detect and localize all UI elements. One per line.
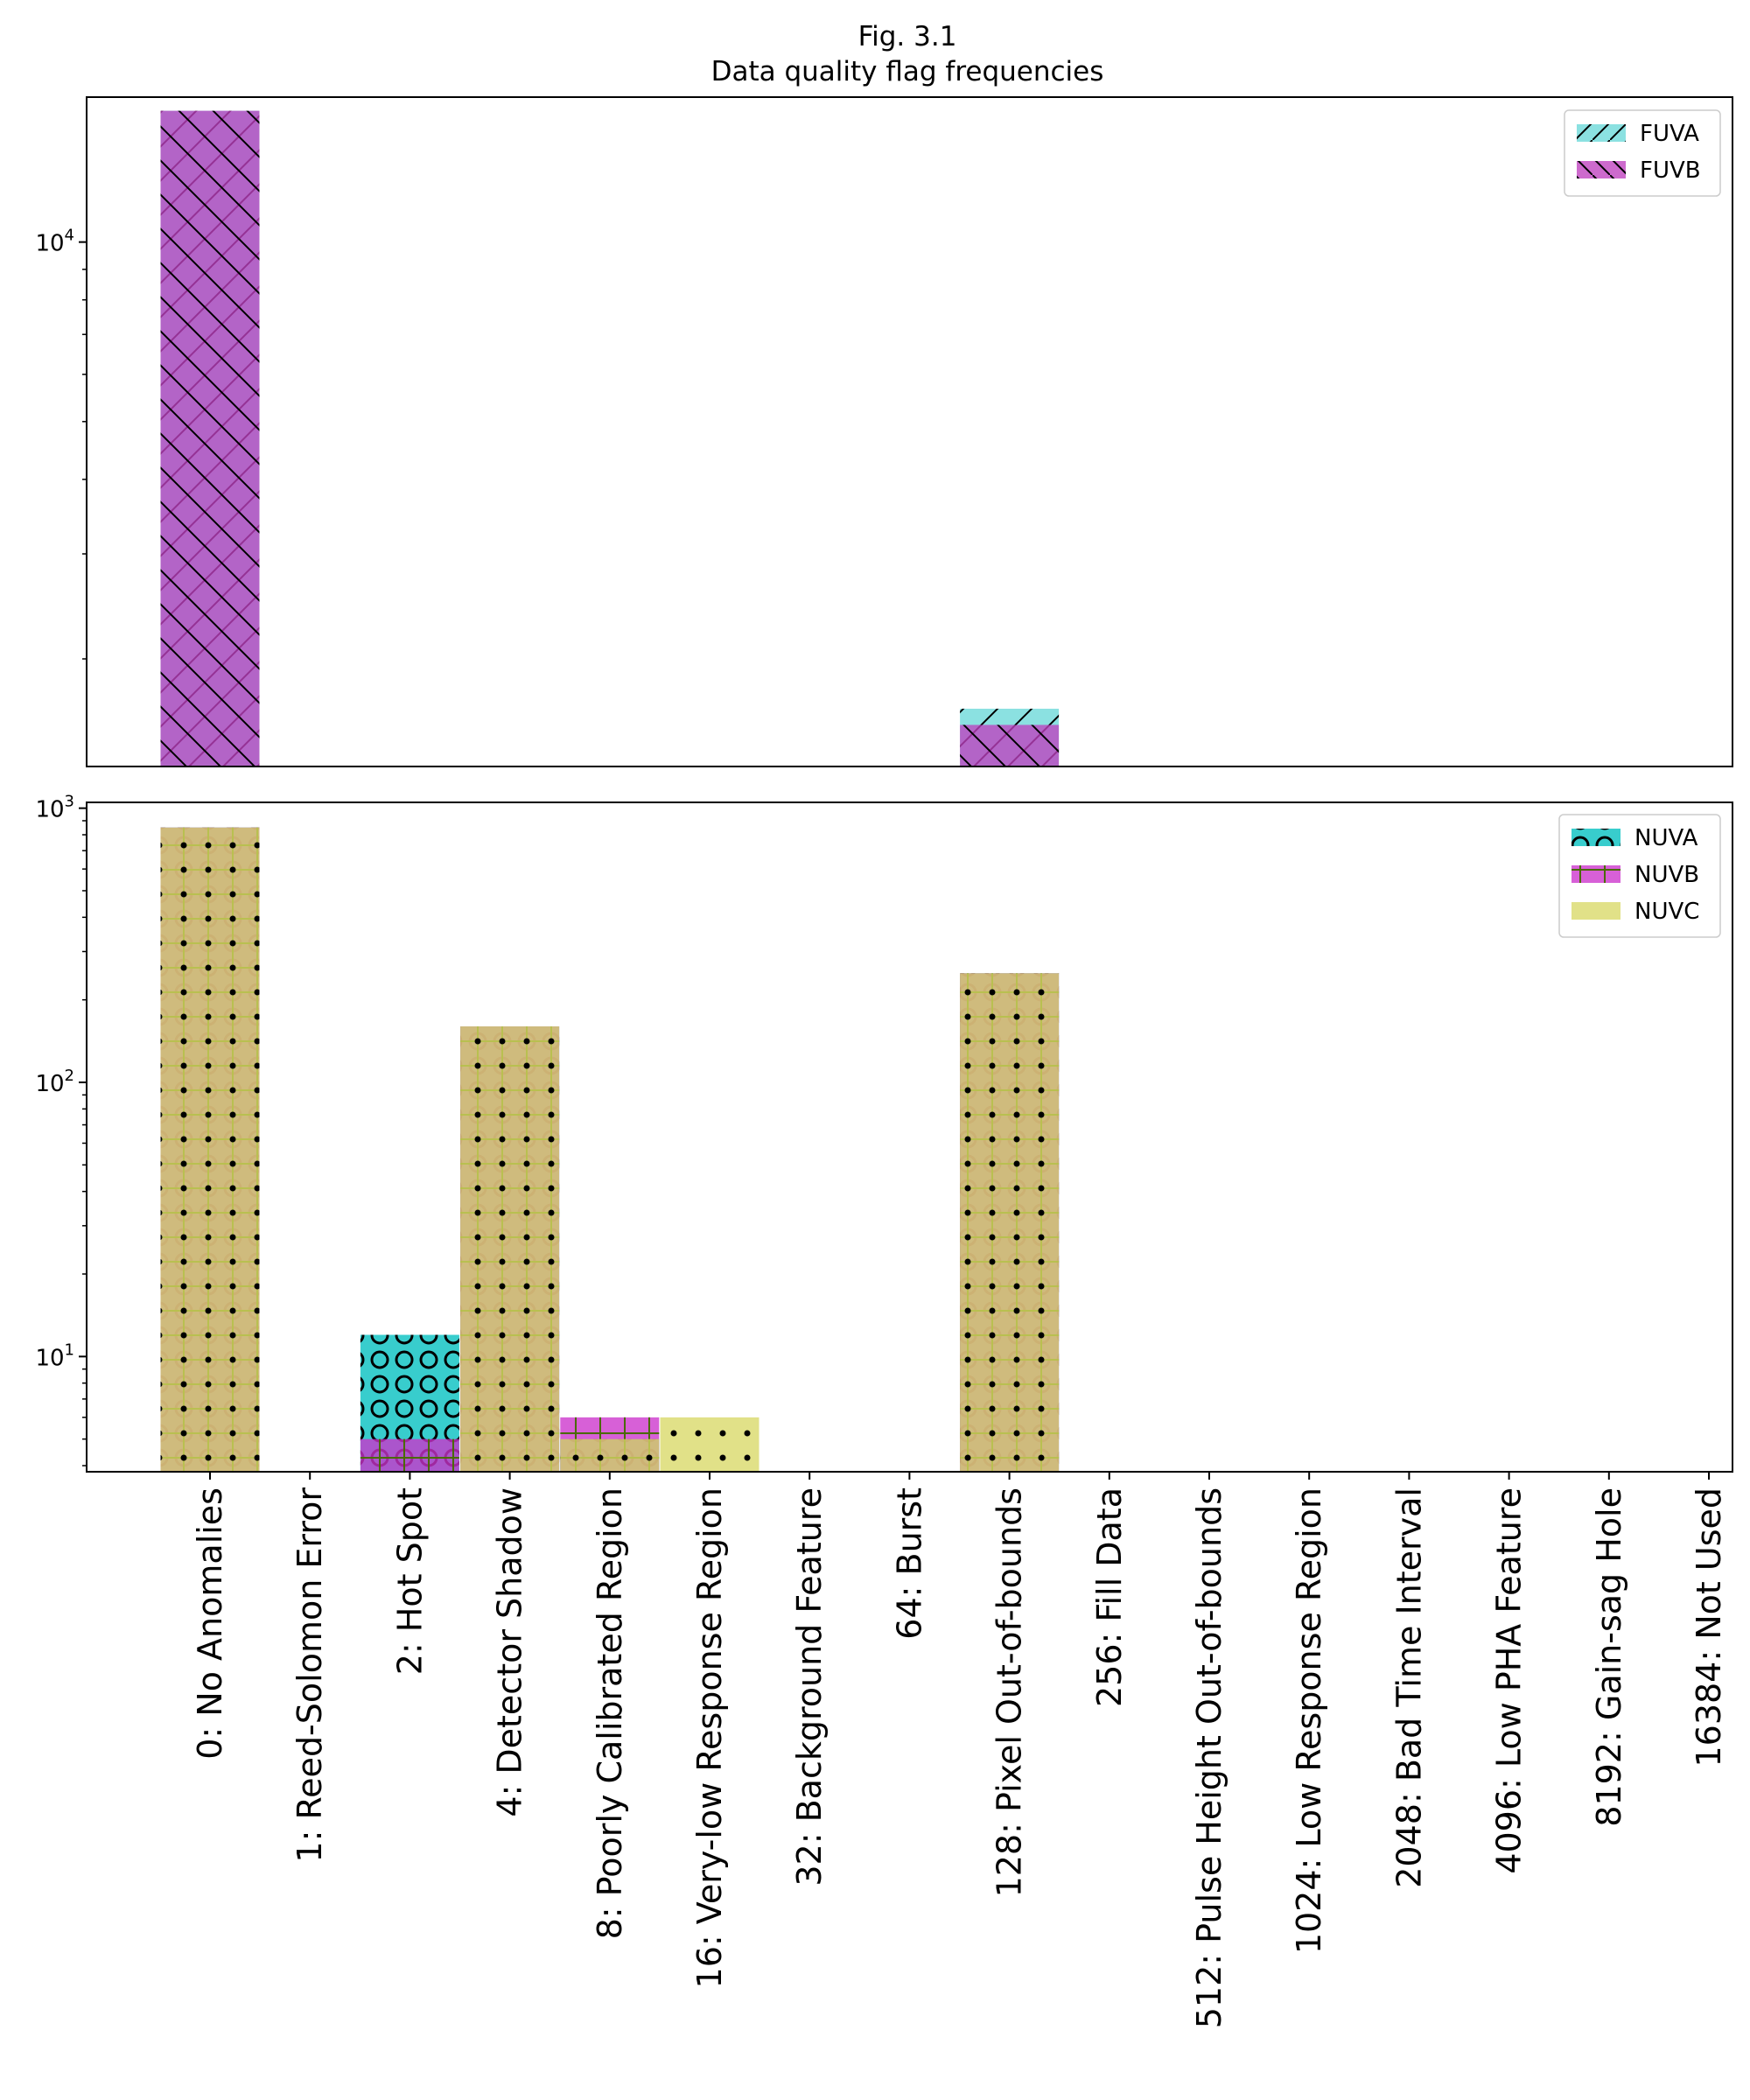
legend: FUVA FUVB	[1564, 109, 1721, 197]
x-tick-label-2-hot-spot: 2: Hot Spot	[390, 1488, 429, 1675]
x-axis-tick-labels: 0: No Anomalies 1: Reed-Solomon Error 2: H…	[191, 1472, 1728, 2028]
y-tick-label: 104	[35, 227, 74, 257]
y-tick-exponent: 4	[65, 227, 74, 245]
bars	[160, 110, 1060, 766]
legend-swatch-hatch-fuvb	[1577, 161, 1626, 178]
y-tick-label: 103	[35, 793, 74, 823]
x-tick-label-8-poorly-calibrated-region: 8: Poorly Calibrated Region	[591, 1488, 629, 1939]
x-tick-label-1024-low-response-region: 1024: Low Response Region	[1290, 1488, 1328, 1954]
legend-label-fuvb: FUVB	[1640, 158, 1701, 184]
x-tick-label-512-pulse-height-out-of-bounds: 512: Pulse Height Out-of-bounds	[1190, 1488, 1228, 2028]
x-tick-label-16-very-low-response-region: 16: Very-low Response Region	[690, 1488, 729, 1988]
x-tick-label-16384-not-used: 16384: Not Used	[1690, 1488, 1728, 1768]
x-tick-label-128-pixel-out-of-bounds: 128: Pixel Out-of-bounds	[990, 1488, 1029, 1897]
bar-hatch-nuvc-0-no-anomalies	[160, 827, 260, 1472]
bar-hatch-nuvc-16-very-low-response-region	[660, 1417, 760, 1472]
top-panel: 104 FUVA FUVB	[35, 96, 1733, 767]
y-tick-base: 10	[35, 231, 64, 257]
y-minor-ticks	[82, 820, 87, 1466]
bar-hatch-fuvb-0-no-anomalies	[160, 110, 260, 766]
bars	[160, 827, 1060, 1472]
legend-label-nuvb: NUVB	[1634, 862, 1699, 888]
axes-frame	[86, 96, 1733, 767]
y-tick-label: 102	[35, 1067, 74, 1097]
y-tick-exponent: 2	[65, 1067, 74, 1085]
y-tick-base: 10	[35, 1345, 64, 1371]
bar-hatch-nuvc-8-poorly-calibrated-region	[560, 1438, 660, 1472]
legend-label-fuva: FUVA	[1640, 121, 1699, 147]
x-tick-label-64-burst: 64: Burst	[890, 1488, 928, 1640]
y-tick-label: 101	[35, 1340, 74, 1371]
legend-swatch-hatch-nuvb	[1572, 865, 1620, 883]
y-tick-exponent: 3	[65, 793, 74, 811]
y-tick-base: 10	[35, 1071, 64, 1097]
x-tick-label-256-fill-data: 256: Fill Data	[1090, 1488, 1129, 1707]
x-tick-label-8192-gain-sag-hole: 8192: Gain-sag Hole	[1590, 1488, 1628, 1827]
bar-hatch-nuvc-4-detector-shadow	[460, 1026, 560, 1472]
y-tick-exponent: 1	[65, 1340, 74, 1359]
x-tick-label-4096-low-pha-feature: 4096: Low PHA Feature	[1490, 1488, 1529, 1874]
bar-hatch-nuvb-2-hot-spot	[360, 1438, 459, 1472]
x-tick-label-0-no-anomalies: 0: No Anomalies	[191, 1488, 229, 1760]
legend-swatch-hatch-fuva	[1577, 124, 1626, 142]
figure-title-line2: Data quality flag frequencies	[711, 56, 1104, 88]
legend: NUVA NUVB NUVC	[1558, 814, 1721, 938]
figure-title-line1: Fig. 3.1	[858, 21, 957, 52]
bar-hatch-nuvc-128-pixel-out-of-bounds	[960, 973, 1060, 1472]
legend-swatch-hatch-nuvc	[1572, 902, 1620, 920]
legend-label-nuva: NUVA	[1634, 825, 1698, 851]
axes-frame	[86, 802, 1733, 1473]
legend-label-nuvc: NUVC	[1634, 899, 1699, 925]
x-tick-label-2048-bad-time-interval: 2048: Bad Time Interval	[1390, 1488, 1428, 1888]
legend-swatch-hatch-nuva	[1572, 829, 1620, 846]
bar-hatch-fuvb-128-pixel-out-of-bounds	[960, 724, 1060, 766]
x-tick-label-4-detector-shadow: 4: Detector Shadow	[491, 1488, 529, 1817]
x-tick-label-32-background-feature: 32: Background Feature	[790, 1488, 829, 1886]
y-minor-ticks	[82, 269, 87, 660]
x-tick-label-1-reed-solomon-error: 1: Reed-Solomon Error	[290, 1488, 329, 1863]
y-tick-base: 10	[35, 797, 64, 823]
